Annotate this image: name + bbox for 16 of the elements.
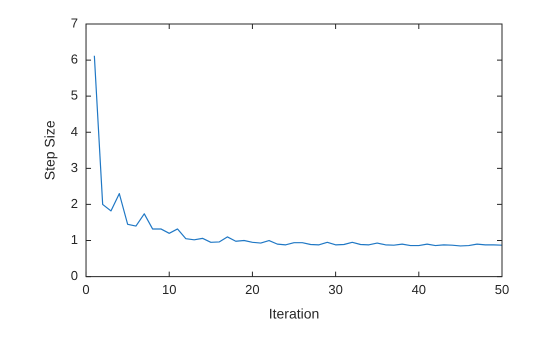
y-tick-label: 3 <box>70 160 78 175</box>
y-tick-label: 6 <box>70 52 78 67</box>
x-tick-label: 40 <box>412 282 426 297</box>
y-tick-label: 1 <box>70 232 78 248</box>
x-tick-label: 0 <box>82 282 90 297</box>
x-tick-label: 10 <box>162 282 176 297</box>
y-tick-label: 2 <box>70 196 78 212</box>
y-tick-label: 5 <box>70 88 78 103</box>
y-axis-title: Step Size <box>41 120 58 180</box>
y-tick-label: 0 <box>70 268 78 284</box>
y-tick-label: 7 <box>70 16 78 31</box>
x-axis-title: Iteration <box>268 305 320 322</box>
y-tick-label: 4 <box>70 124 78 139</box>
x-tick-label: 30 <box>328 282 343 297</box>
x-tick-label: 20 <box>245 282 260 297</box>
x-tick-label: 50 <box>494 282 510 297</box>
